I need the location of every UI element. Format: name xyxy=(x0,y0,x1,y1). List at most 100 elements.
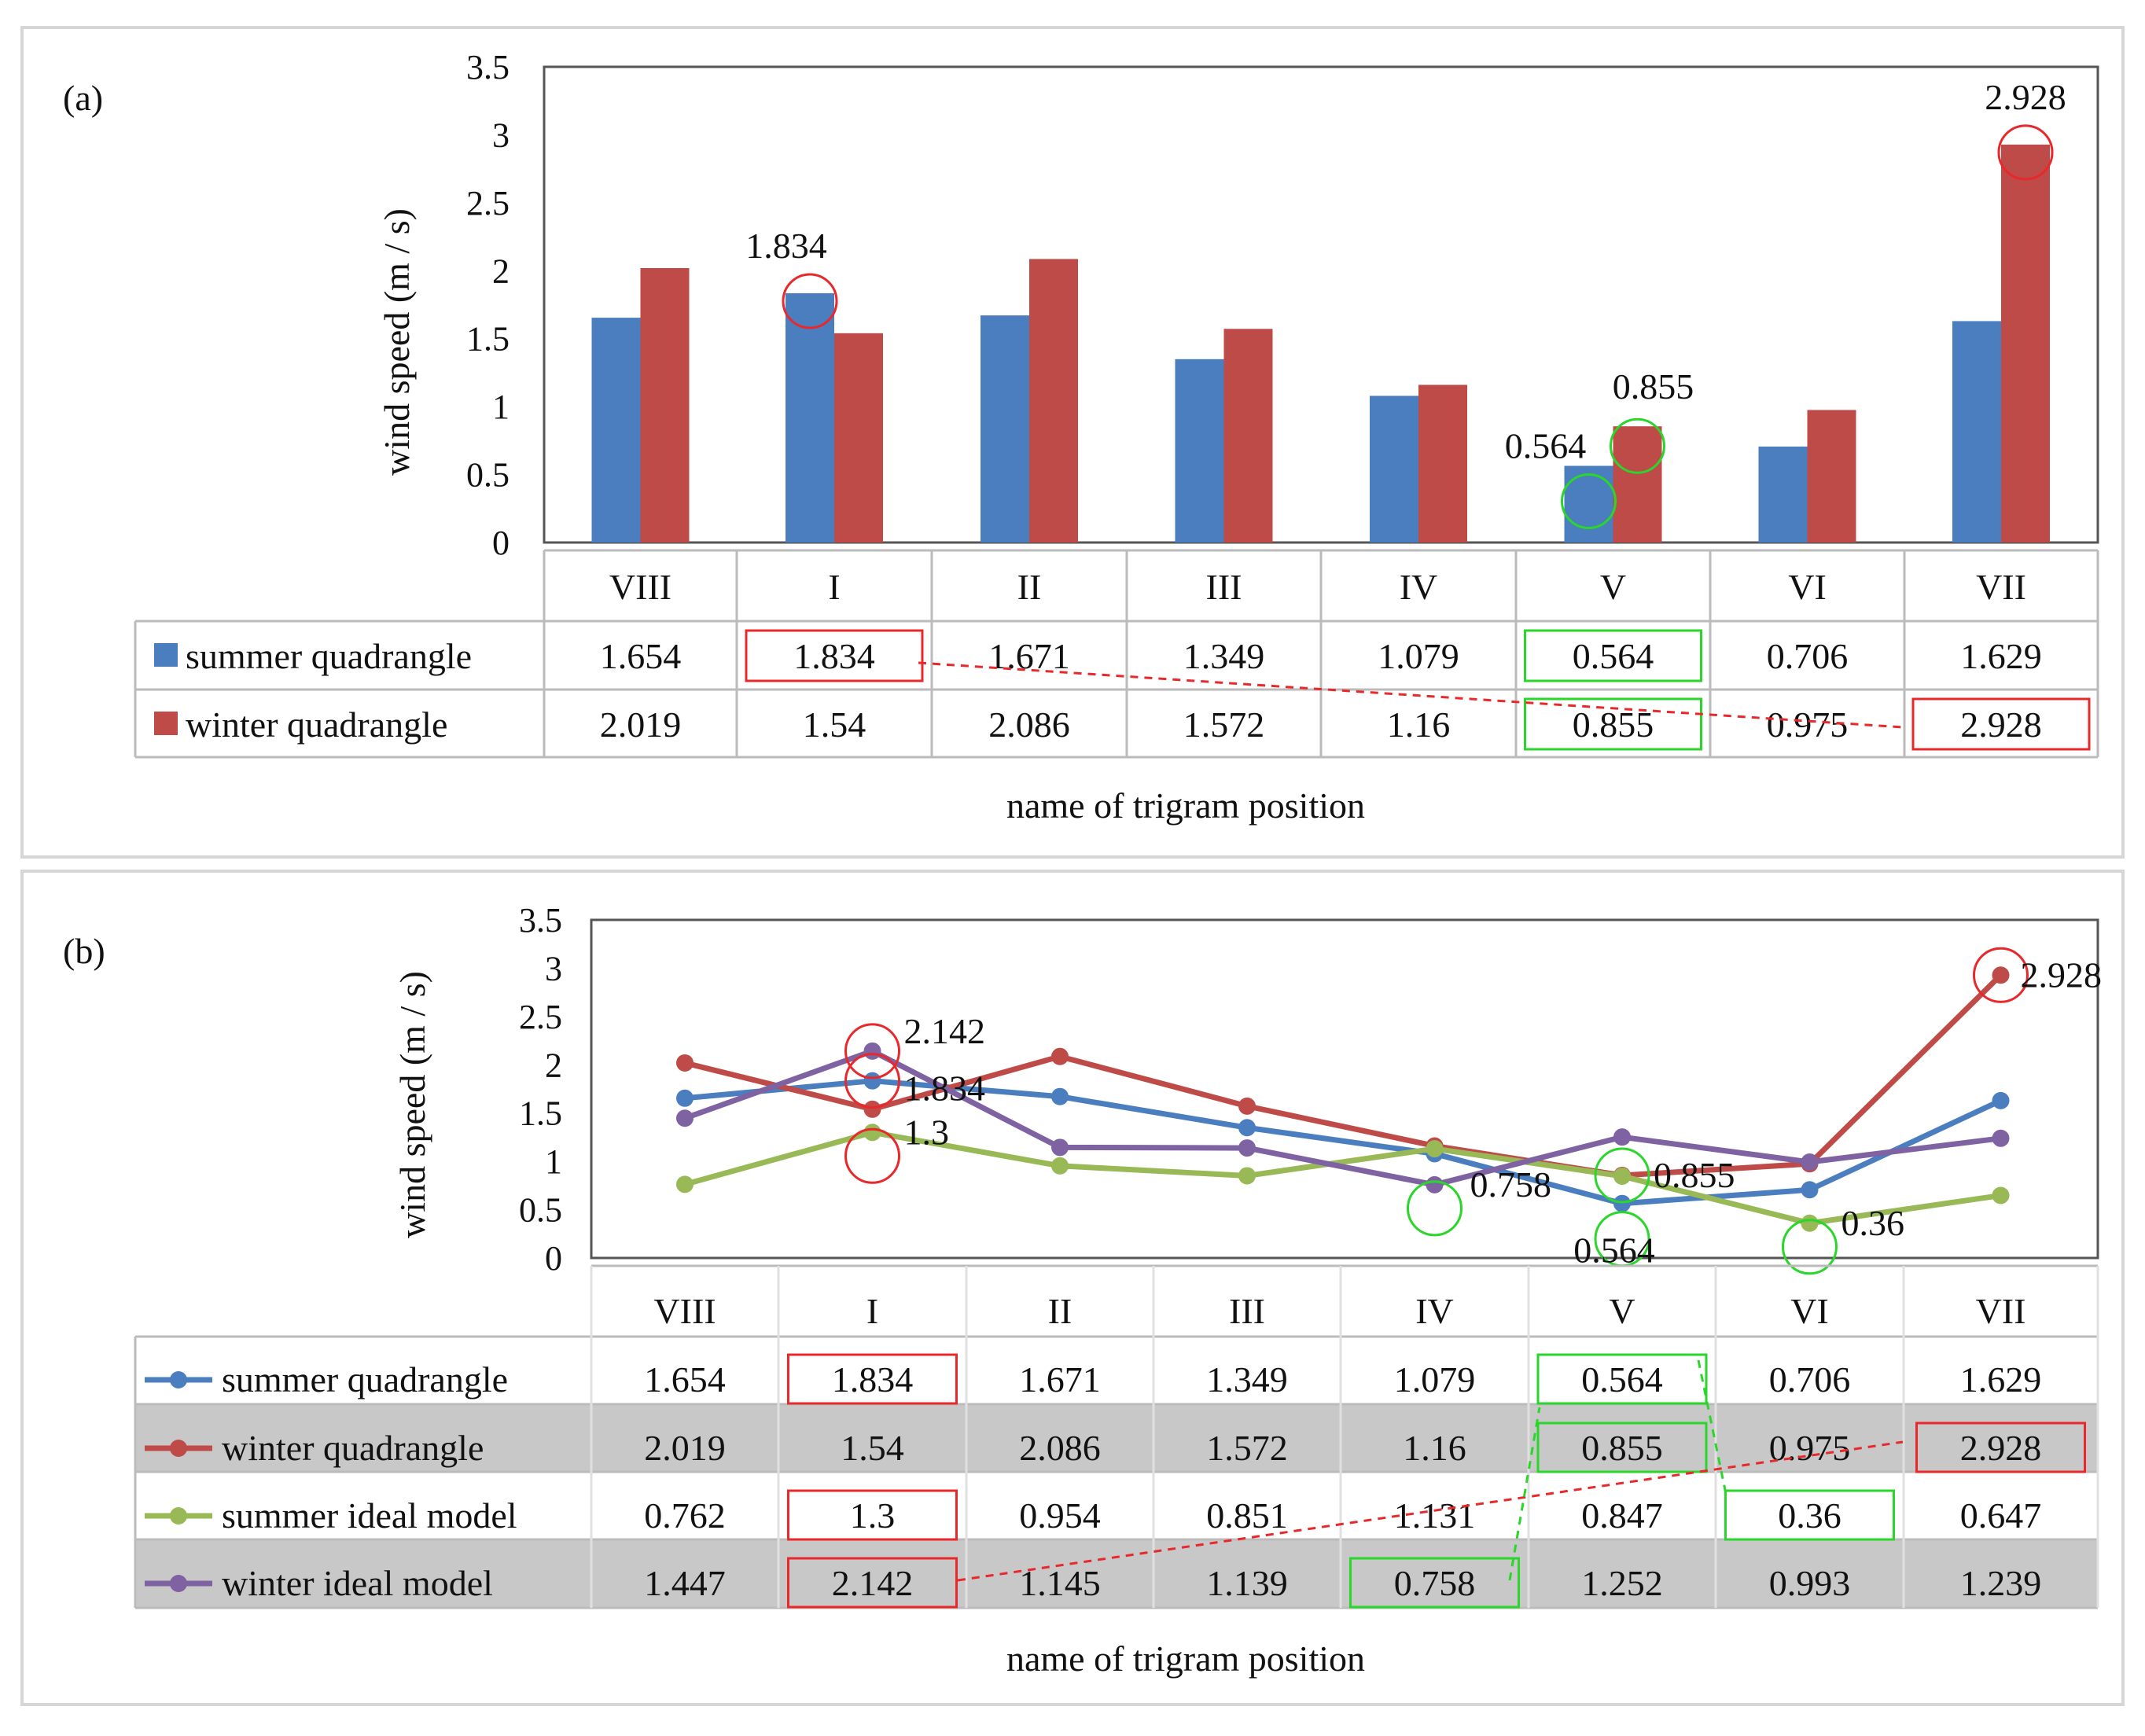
table-highlight-box xyxy=(1911,697,2091,751)
y-tick-label: 2 xyxy=(492,252,510,290)
table-cell: 1.671 xyxy=(1019,1359,1101,1399)
table-cell: 2.928 xyxy=(1960,704,2042,745)
table-highlight-box xyxy=(787,1353,958,1405)
table-cell: 0.762 xyxy=(644,1495,726,1536)
table-cell: 1.16 xyxy=(1387,704,1451,745)
point-summer-quadrangle xyxy=(1238,1119,1256,1137)
category-label: VII xyxy=(1976,567,2026,607)
point-winter-ideal xyxy=(1238,1139,1256,1157)
y-tick-label: 2 xyxy=(545,1046,562,1084)
point-winter-ideal xyxy=(863,1042,881,1060)
category-label: II xyxy=(1048,1291,1072,1331)
table-cell: 1.629 xyxy=(1960,636,2042,676)
point-winter-quadrangle xyxy=(1051,1047,1069,1065)
legend-marker xyxy=(170,1575,187,1592)
series-name: summer quadrangle xyxy=(186,636,472,676)
point-summer-ideal xyxy=(1992,1186,2010,1205)
bar-winter xyxy=(1418,384,1467,542)
bar-summer xyxy=(1175,359,1224,542)
table-cell: 1.654 xyxy=(644,1359,726,1399)
highlight-circle xyxy=(1973,947,2029,1003)
table-cell: 1.079 xyxy=(1378,636,1459,676)
table-cell: 1.139 xyxy=(1206,1563,1288,1603)
connector-line xyxy=(918,661,1904,729)
table-cell: 1.447 xyxy=(644,1563,726,1603)
panel-b: (b) wind speed (m / s) 0 0.5 1 1.5 2 2.5 3 3.5 2… xyxy=(20,870,2125,1706)
category-label: VII xyxy=(1976,1291,2026,1331)
point-summer-quadrangle xyxy=(1051,1087,1069,1105)
table-cell: 1.671 xyxy=(988,636,1070,676)
bar-winter xyxy=(834,333,883,542)
point-winter-quadrangle xyxy=(1238,1097,1256,1115)
table-cell: 1.349 xyxy=(1206,1359,1288,1399)
point-winter-ideal xyxy=(1051,1138,1069,1157)
series-name: summer quadrangle xyxy=(222,1359,508,1399)
table-cell: 0.975 xyxy=(1767,704,1849,745)
highlight-circle xyxy=(782,273,838,329)
panel-a-ylabel: wind speed (m / s) xyxy=(377,208,417,476)
point-summer-ideal xyxy=(1238,1167,1256,1185)
data-label: 0.36 xyxy=(1841,1203,1905,1243)
table-cell: 0.975 xyxy=(1769,1428,1851,1468)
table-highlight-box xyxy=(1524,697,1702,751)
table-cell: 1.16 xyxy=(1403,1428,1466,1468)
table-cell: 0.564 xyxy=(1573,636,1654,676)
highlight-circle xyxy=(1782,1219,1838,1275)
highlight-circle xyxy=(844,1023,900,1079)
table-cell: 2.928 xyxy=(1960,1428,2042,1468)
point-summer-quadrangle xyxy=(863,1072,881,1090)
connector-line xyxy=(1697,1359,1727,1495)
highlight-circle xyxy=(1561,473,1617,530)
series-name: winter quadrangle xyxy=(222,1428,484,1468)
category-label: IV xyxy=(1415,1291,1454,1331)
data-label: 2.928 xyxy=(1985,77,2066,117)
table-highlight-box xyxy=(787,1489,958,1541)
category-label: V xyxy=(1609,1291,1635,1331)
table-cell: 0.36 xyxy=(1778,1495,1841,1536)
table-cell: 2.019 xyxy=(600,704,682,745)
y-tick-label: 1.5 xyxy=(466,320,510,359)
point-summer-ideal xyxy=(1801,1214,1819,1232)
table-highlight-box xyxy=(1524,629,1702,682)
point-winter-ideal xyxy=(1992,1129,2010,1147)
table-cell: 1.54 xyxy=(841,1428,904,1468)
table-highlight-box xyxy=(1536,1353,1708,1405)
point-winter-ideal xyxy=(1426,1175,1444,1194)
point-summer-quadrangle xyxy=(1613,1194,1631,1212)
category-label: I xyxy=(866,1291,878,1331)
bar-winter xyxy=(640,268,690,542)
highlight-circle xyxy=(844,1127,900,1184)
table-cell: 2.019 xyxy=(644,1428,726,1468)
table-cell: 0.855 xyxy=(1581,1428,1663,1468)
highlight-circle xyxy=(1997,124,2054,181)
panel-b-label: (b) xyxy=(63,931,105,971)
data-label: 2.142 xyxy=(904,1011,986,1051)
category-label: III xyxy=(1206,567,1242,607)
table-cell: 1.629 xyxy=(1960,1359,2042,1399)
bar-summer xyxy=(1758,446,1808,542)
y-tick-label: 3.5 xyxy=(519,901,562,940)
data-label: 1.834 xyxy=(745,226,827,266)
table-cell: 1.239 xyxy=(1960,1563,2042,1603)
panel-b-xlabel: name of trigram position xyxy=(1006,1639,1365,1679)
legend-swatch xyxy=(154,712,178,735)
series-line-summer-quadrangle xyxy=(684,1078,2002,1207)
data-label: 1.834 xyxy=(904,1068,986,1109)
table-cell: 0.706 xyxy=(1767,636,1849,676)
category-label: IV xyxy=(1400,567,1438,607)
y-tick-label: 2.5 xyxy=(466,184,510,223)
bar-winter xyxy=(1223,329,1273,542)
point-winter-ideal xyxy=(1801,1153,1819,1171)
category-label: VI xyxy=(1790,1291,1829,1331)
data-label: 0.855 xyxy=(1654,1155,1735,1195)
y-tick-label: 3.5 xyxy=(466,48,510,86)
bar-summer xyxy=(1952,321,2001,542)
table-highlight-box xyxy=(1724,1489,1895,1541)
point-winter-quadrangle xyxy=(863,1100,881,1118)
category-label: VIII xyxy=(653,1291,716,1331)
table-cell: 2.086 xyxy=(1019,1428,1101,1468)
table-cell: 0.706 xyxy=(1769,1359,1851,1399)
point-winter-quadrangle xyxy=(1992,966,2010,984)
panel-a-xlabel: name of trigram position xyxy=(1006,785,1365,826)
